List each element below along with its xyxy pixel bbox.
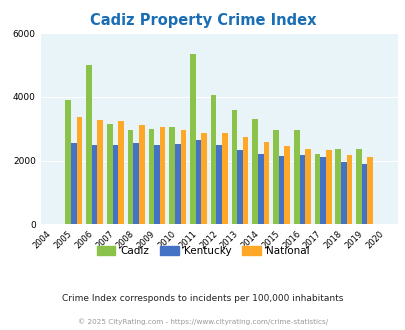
Bar bbox=[320, 157, 325, 224]
Bar bbox=[133, 143, 139, 224]
Bar bbox=[263, 143, 269, 224]
Bar bbox=[210, 95, 216, 224]
Bar bbox=[77, 116, 82, 224]
Bar bbox=[154, 145, 159, 224]
Bar bbox=[325, 150, 331, 224]
Bar bbox=[367, 157, 372, 224]
Bar bbox=[273, 130, 278, 224]
Bar bbox=[128, 130, 133, 224]
Bar bbox=[284, 146, 289, 224]
Bar bbox=[305, 149, 310, 224]
Bar bbox=[65, 100, 71, 224]
Bar bbox=[139, 124, 144, 224]
Bar bbox=[180, 130, 185, 224]
Bar bbox=[216, 145, 222, 224]
Bar bbox=[361, 164, 367, 224]
Text: © 2025 CityRating.com - https://www.cityrating.com/crime-statistics/: © 2025 CityRating.com - https://www.city… bbox=[78, 318, 327, 325]
Bar bbox=[71, 143, 77, 224]
Bar bbox=[293, 130, 299, 224]
Bar bbox=[222, 133, 227, 224]
Bar bbox=[201, 133, 207, 224]
Bar bbox=[118, 121, 124, 224]
Bar bbox=[92, 145, 97, 224]
Bar bbox=[169, 127, 175, 224]
Bar bbox=[107, 124, 112, 224]
Text: Crime Index corresponds to incidents per 100,000 inhabitants: Crime Index corresponds to incidents per… bbox=[62, 294, 343, 303]
Bar bbox=[112, 145, 118, 224]
Bar bbox=[278, 156, 284, 224]
Legend: Cadiz, Kentucky, National: Cadiz, Kentucky, National bbox=[92, 242, 313, 260]
Bar bbox=[242, 137, 248, 224]
Bar bbox=[299, 155, 305, 224]
Bar bbox=[257, 154, 263, 224]
Bar bbox=[175, 144, 180, 224]
Bar bbox=[340, 162, 346, 224]
Bar bbox=[231, 110, 237, 224]
Text: Cadiz Property Crime Index: Cadiz Property Crime Index bbox=[90, 13, 315, 28]
Bar bbox=[195, 140, 201, 224]
Bar bbox=[237, 150, 242, 224]
Bar bbox=[190, 54, 195, 224]
Bar bbox=[346, 154, 352, 224]
Bar bbox=[335, 149, 340, 224]
Bar bbox=[159, 127, 165, 224]
Bar bbox=[97, 120, 103, 224]
Bar bbox=[86, 65, 92, 224]
Bar bbox=[355, 149, 361, 224]
Bar bbox=[148, 129, 154, 224]
Bar bbox=[314, 154, 320, 224]
Bar bbox=[252, 119, 257, 224]
